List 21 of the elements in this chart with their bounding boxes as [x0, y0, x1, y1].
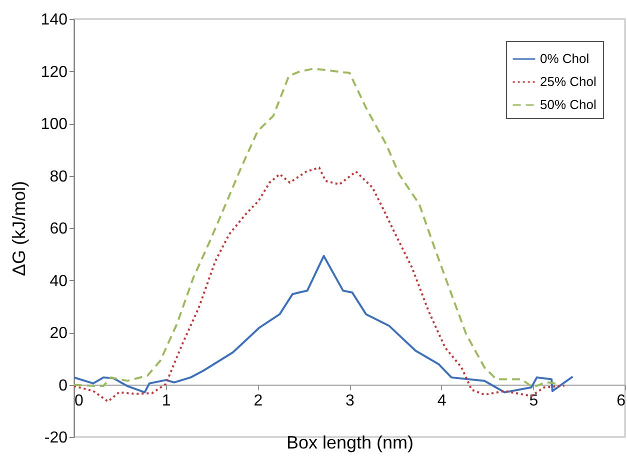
y-tick-label: 40 [50, 272, 68, 290]
x-tick-label: 0 [74, 392, 84, 410]
y-tick-label: 120 [40, 64, 68, 81]
x-tick-label: 2 [254, 392, 263, 410]
x-tick-label: 1 [162, 392, 171, 410]
x-tick-label: 4 [437, 392, 446, 410]
y-tick-label: 60 [50, 220, 68, 238]
legend-label: 25% Chol [540, 74, 596, 89]
y-tick-label: 140 [40, 12, 68, 28]
x-tick-label: 3 [346, 392, 355, 410]
line-series [74, 254, 574, 394]
y-tick-label: 0 [58, 377, 68, 394]
y-tick-label: 20 [50, 325, 68, 342]
y-tick-label: -20 [44, 430, 68, 446]
x-axis-title: Box length (nm) [286, 432, 414, 452]
legend-label: 50% Chol [540, 97, 596, 112]
y-axis-title: ΔG (kJ/mol) [8, 180, 29, 276]
x-tick-label: 6 [616, 392, 626, 410]
y-tick-label: 100 [40, 116, 68, 133]
legend-label: 0% Chol [540, 51, 590, 66]
y-tick-label: 80 [50, 168, 68, 186]
